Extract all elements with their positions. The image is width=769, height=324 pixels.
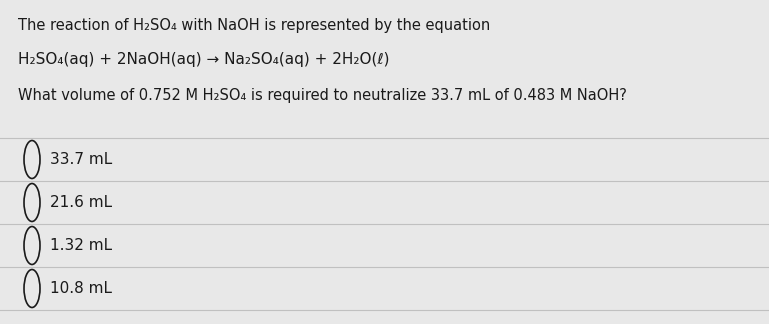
Text: 33.7 mL: 33.7 mL	[50, 152, 112, 167]
Text: H₂SO₄(aq) + 2NaOH(aq) → Na₂SO₄(aq) + 2H₂O(ℓ): H₂SO₄(aq) + 2NaOH(aq) → Na₂SO₄(aq) + 2H₂…	[18, 52, 390, 67]
Text: The reaction of H₂SO₄ with NaOH is represented by the equation: The reaction of H₂SO₄ with NaOH is repre…	[18, 18, 491, 33]
Text: 1.32 mL: 1.32 mL	[50, 238, 112, 253]
Text: 10.8 mL: 10.8 mL	[50, 281, 112, 296]
Text: What volume of 0.752 M H₂SO₄ is required to neutralize 33.7 mL of 0.483 M NaOH?: What volume of 0.752 M H₂SO₄ is required…	[18, 88, 627, 103]
Text: 21.6 mL: 21.6 mL	[50, 195, 112, 210]
